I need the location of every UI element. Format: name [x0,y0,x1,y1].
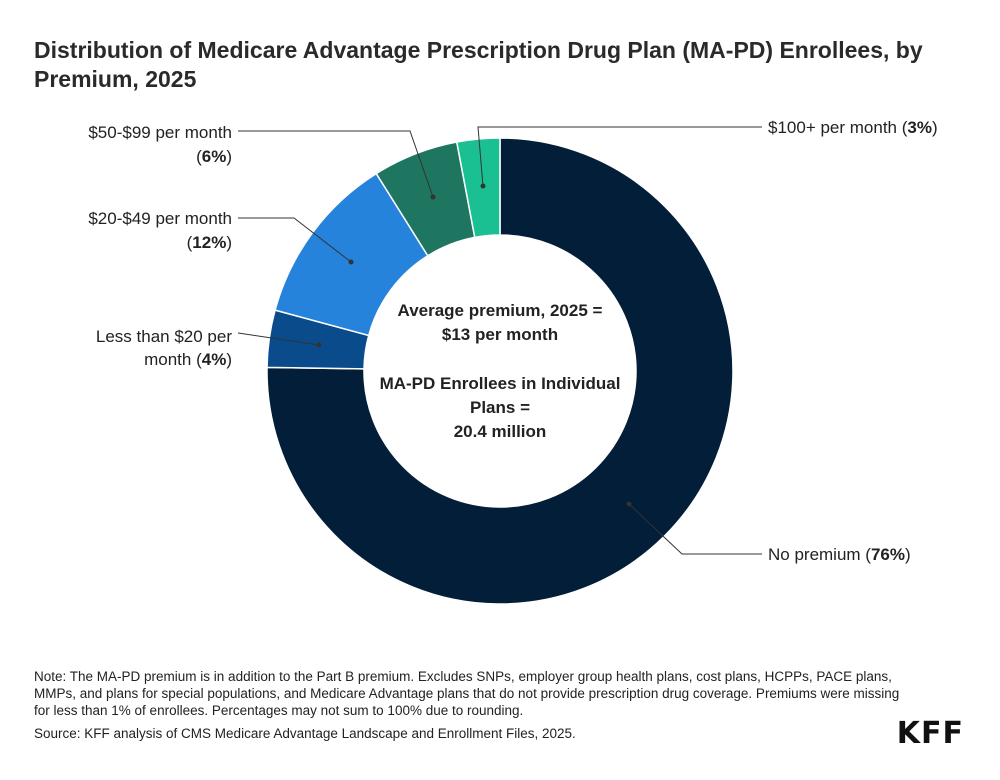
chart-footer: Note: The MA-PD premium is in addition t… [34,668,914,742]
dot-20-49 [348,259,354,265]
center-enrollees-line2: Plans = [470,398,530,417]
dot-lt20 [316,342,322,348]
leader-50-99 [238,130,434,198]
footer-note: Note: The MA-PD premium is in addition t… [34,669,900,718]
label-50-99-line1: $50-$99 per month [88,123,232,142]
label-20-49-line2: (12%) [187,233,232,252]
center-avg-line2: $13 per month [442,325,558,344]
kff-logo: KFF [896,716,964,751]
dot-50-99 [430,194,436,200]
leader-20-49 [238,217,352,263]
leader-100 [477,126,762,187]
label-lt20-line1: Less than $20 per [96,327,232,346]
leader-lt20 [237,332,320,346]
label-50-99-line2: (6%) [196,147,232,166]
chart-title: Distribution of Medicare Advantage Presc… [34,37,923,92]
label-no-premium: No premium (76%) [768,545,911,564]
center-enrollees-line1: MA-PD Enrollees in Individual [380,374,621,393]
slice-no-premium [266,137,734,605]
center-enrollees-line3: 20.4 million [454,422,547,441]
label-20-49-line1: $20-$49 per month [88,209,232,228]
dot-100 [480,183,486,189]
leader-no-premium [628,503,762,555]
slice-100-per-month [455,137,501,239]
label-100: $100+ per month (3%) [768,118,938,137]
center-avg-line1: Average premium, 2025 = [398,301,603,320]
footer-source: Source: KFF analysis of CMS Medicare Adv… [34,726,576,741]
donut-chart: No premium (76%) Less than $20 per month… [88,118,938,605]
label-lt20-line2: month (4%) [144,350,232,369]
dot-no-premium [626,501,632,507]
